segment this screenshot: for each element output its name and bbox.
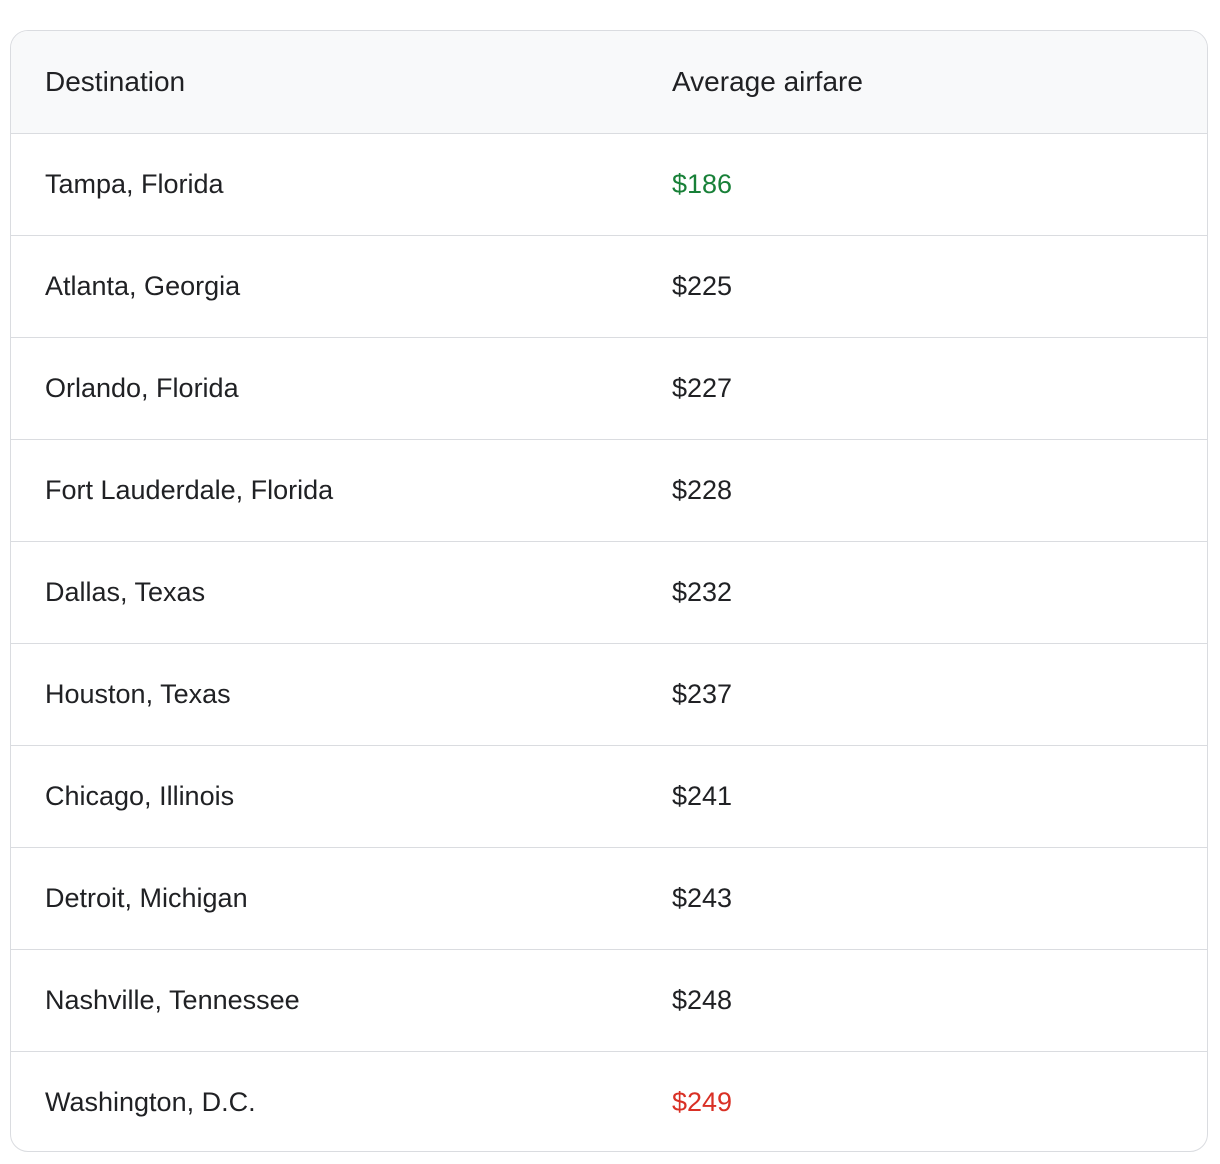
table-row: Atlanta, Georgia $225 [11, 235, 1207, 337]
destination-cell: Chicago, Illinois [45, 781, 235, 811]
airfare-cell: $227 [672, 373, 733, 403]
destination-cell: Nashville, Tennessee [45, 985, 300, 1015]
airfare-cell: $249 [672, 1087, 733, 1117]
destination-cell: Atlanta, Georgia [45, 271, 241, 301]
airfare-cell: $243 [672, 883, 733, 913]
airfare-cell: $186 [672, 169, 733, 199]
table-row: Dallas, Texas $232 [11, 541, 1207, 643]
header-destination: Destination [45, 66, 186, 97]
table-row: Nashville, Tennessee $248 [11, 949, 1207, 1051]
destination-cell: Washington, D.C. [45, 1087, 256, 1117]
header-average-airfare: Average airfare [672, 66, 863, 97]
destination-cell: Detroit, Michigan [45, 883, 248, 913]
airfare-table: Destination Average airfare Tampa, Flori… [10, 30, 1208, 1152]
airfare-cell: $241 [672, 781, 733, 811]
airfare-cell: $248 [672, 985, 733, 1015]
destination-cell: Tampa, Florida [45, 169, 224, 199]
destination-cell: Houston, Texas [45, 679, 231, 709]
table-header-row: Destination Average airfare [11, 31, 1207, 133]
table-row: Tampa, Florida $186 [11, 133, 1207, 235]
destination-cell: Dallas, Texas [45, 577, 206, 607]
table-row: Houston, Texas $237 [11, 643, 1207, 745]
destination-cell: Fort Lauderdale, Florida [45, 475, 334, 505]
table-body: Tampa, Florida $186 Atlanta, Georgia $225 Or… [11, 133, 1207, 1151]
destination-cell: Orlando, Florida [45, 373, 239, 403]
table-row: Washington, D.C. $249 [11, 1051, 1207, 1151]
airfare-cell: $232 [672, 577, 733, 607]
table-row: Detroit, Michigan $243 [11, 847, 1207, 949]
airfare-cell: $225 [672, 271, 733, 301]
airfare-cell: $228 [672, 475, 733, 505]
table-row: Orlando, Florida $227 [11, 337, 1207, 439]
table-row: Fort Lauderdale, Florida $228 [11, 439, 1207, 541]
airfare-cell: $237 [672, 679, 733, 709]
table-row: Chicago, Illinois $241 [11, 745, 1207, 847]
